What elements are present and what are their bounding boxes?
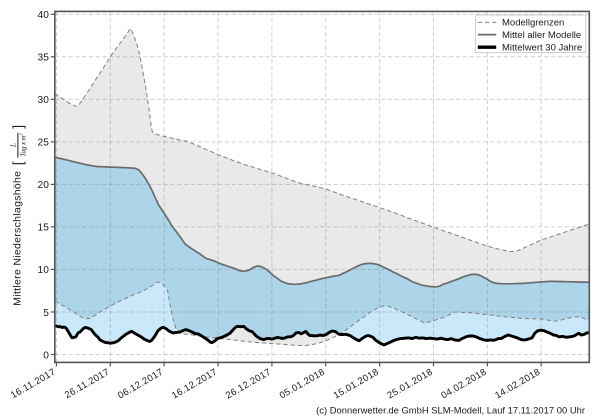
svg-text:Mittel aller Modelle: Mittel aller Modelle [502, 30, 581, 41]
svg-text:30: 30 [38, 95, 50, 106]
svg-text:20: 20 [38, 180, 50, 191]
svg-text:Mittelwert 30 Jahre: Mittelwert 30 Jahre [502, 42, 582, 53]
svg-text:Modellgrenzen: Modellgrenzen [502, 18, 564, 29]
svg-text:15: 15 [38, 223, 50, 234]
svg-text:35: 35 [38, 53, 50, 64]
svg-text:40: 40 [38, 10, 50, 21]
svg-text:10: 10 [38, 265, 50, 276]
svg-text:0: 0 [43, 350, 49, 361]
svg-text:(c) Donnerwetter.de GmbH SLM-M: (c) Donnerwetter.de GmbH SLM-Modell, Lau… [316, 405, 585, 416]
svg-text:5: 5 [43, 308, 49, 319]
svg-text:25: 25 [38, 138, 50, 149]
